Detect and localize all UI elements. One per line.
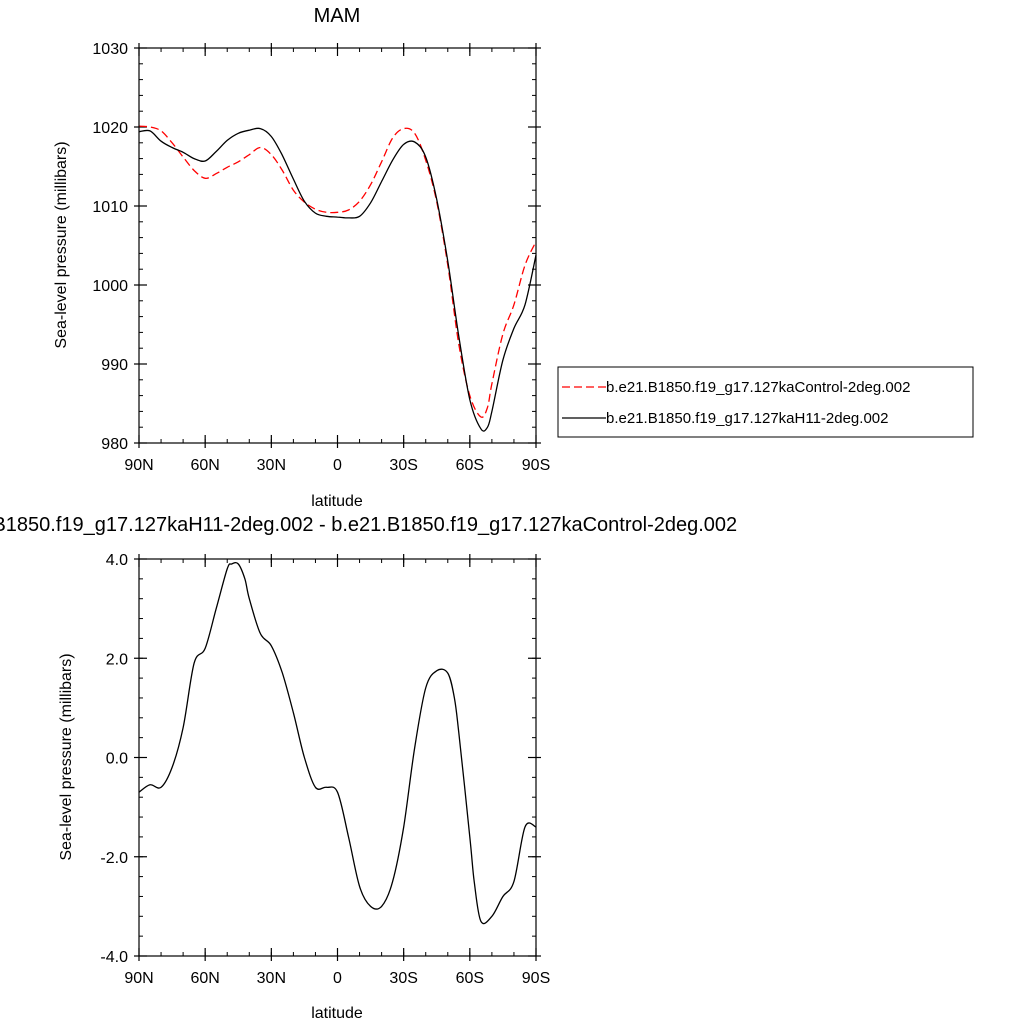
y-tick-label: 980	[101, 436, 128, 453]
series-line-1	[138, 127, 537, 432]
legend-box	[557, 366, 974, 438]
y-tick-label: 2.0	[106, 651, 128, 668]
x-tick-label: 30N	[257, 457, 286, 474]
difference-chart: b.e21.B1850.f19_g17.127kaH11-2deg.002 - …	[0, 514, 737, 1022]
x-tick-label: 90N	[124, 457, 153, 474]
y-tick-label: 1030	[92, 41, 128, 58]
y-axis-label: Sea-level pressure (millibars)	[53, 141, 70, 348]
plot-frame	[138, 558, 537, 957]
series-lines	[138, 562, 537, 925]
x-tick-label: 60S	[456, 457, 484, 474]
series-line-0	[138, 562, 537, 925]
y-tick-label: -2.0	[100, 850, 128, 867]
x-tick-label: 30S	[389, 970, 417, 987]
x-tick-label: 0	[333, 457, 342, 474]
x-tick-label: 90N	[124, 970, 153, 987]
x-tick-label: 30S	[389, 457, 417, 474]
tick-labels: 90N 60N 30N 0 30S 60S 90S 980 990 1000 1010 1020 103…	[92, 41, 550, 474]
y-tick-label: 0.0	[106, 751, 128, 768]
legend-item-control: b.e21.B1850.f19_g17.127kaControl-2deg.00…	[562, 379, 910, 396]
y-tick-label: 990	[101, 357, 128, 374]
legend-label-h11: b.e21.B1850.f19_g17.127kaH11-2deg.002	[606, 410, 888, 427]
x-tick-label: 60S	[456, 970, 484, 987]
plot-frame	[138, 47, 537, 444]
x-axis-label: latitude	[311, 1005, 363, 1022]
legend: b.e21.B1850.f19_g17.127kaControl-2deg.00…	[557, 366, 974, 438]
y-tick-label: 1010	[92, 199, 128, 216]
y-tick-label: 1000	[92, 278, 128, 295]
series-lines	[138, 125, 537, 432]
x-tick-label: 90S	[522, 457, 550, 474]
series-line-0	[138, 125, 537, 418]
legend-item-h11: b.e21.B1850.f19_g17.127kaH11-2deg.002	[562, 410, 888, 427]
x-axis-label: latitude	[311, 493, 363, 510]
axis-ticks	[134, 554, 541, 961]
x-tick-label: 60N	[190, 457, 219, 474]
chart-title: MAM	[314, 5, 361, 27]
x-tick-label: 0	[333, 970, 342, 987]
legend-label-control: b.e21.B1850.f19_g17.127kaControl-2deg.00…	[606, 379, 910, 396]
y-tick-label: -4.0	[100, 949, 128, 966]
tick-labels: 90N 60N 30N 0 30S 60S 90S -4.0 -2.0 0.0 2.0 4.0	[100, 552, 550, 987]
chart-title: b.e21.B1850.f19_g17.127kaH11-2deg.002 - …	[0, 514, 737, 536]
x-tick-label: 30N	[257, 970, 286, 987]
y-tick-label: 4.0	[106, 552, 128, 569]
axis-ticks	[134, 43, 541, 448]
y-tick-label: 1020	[92, 120, 128, 137]
x-tick-label: 90S	[522, 970, 550, 987]
y-axis-label: Sea-level pressure (millibars)	[58, 653, 75, 860]
sea-level-pressure-chart: MAM Sea-level pressure (millibars) latit…	[53, 5, 550, 510]
x-tick-label: 60N	[190, 970, 219, 987]
